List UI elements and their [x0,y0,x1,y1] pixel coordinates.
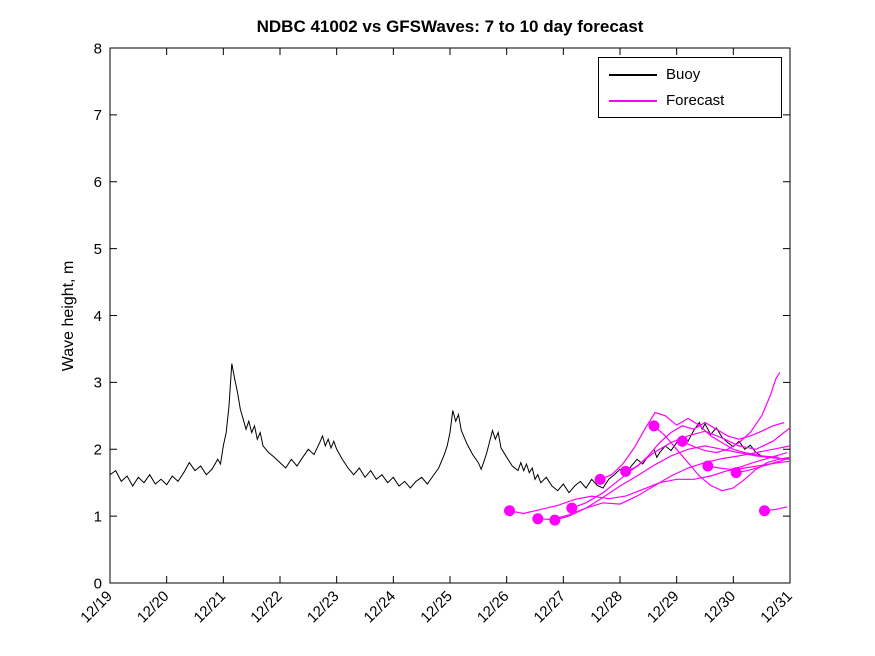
forecast-start-marker [594,473,606,485]
buoy-series-line [110,363,762,494]
forecast-run-line [653,425,790,492]
forecast-line-swatch [609,99,657,102]
chart-title: NDBC 41002 vs GFSWaves: 7 to 10 day fore… [257,17,644,36]
data-series [110,363,790,526]
x-tick-label: 12/22 [247,588,286,627]
y-tick-label: 7 [94,107,102,124]
forecast-start-marker [676,435,688,447]
forecast-run-line [509,460,790,515]
x-tick-label: 12/29 [644,588,683,627]
axis-ticks: 0 1 2 3 4 5 6 7 8 12/19 12/20 12/21 12/22 12/23 12/24 1… [77,40,796,626]
legend-entry-forecast: Forecast [609,91,771,110]
forecast-start-marker [532,513,544,525]
forecast-start-marker [566,502,578,514]
y-tick-label: 1 [94,508,102,525]
forecast-start-marker [549,514,561,526]
forecast-run-line [682,371,781,454]
forecast-run-line [625,421,785,472]
forecast-start-marker [504,505,515,517]
forecast-run-line [736,457,790,474]
x-tick-label: 12/20 [134,588,173,627]
y-tick-label: 0 [94,575,102,592]
forecast-start-marker [730,467,742,479]
x-tick-label: 12/23 [304,588,343,627]
legend-label-buoy: Buoy [666,66,701,83]
forecast-run-line [599,411,779,480]
forecast-run-line [707,452,788,470]
x-tick-label: 12/19 [77,588,116,627]
x-tick-label: 12/25 [417,588,456,627]
legend-label-forecast: Forecast [666,92,725,109]
y-tick-label: 2 [94,442,102,459]
y-tick-label: 3 [94,375,102,392]
plot-area [109,47,791,584]
x-tick-label: 12/27 [531,588,570,627]
x-tick-label: 12/21 [191,588,230,627]
legend-box: Buoy Forecast [598,57,782,118]
x-tick-label: 12/26 [474,588,513,627]
y-tick-label: 6 [94,174,102,191]
x-tick-label: 12/24 [361,588,400,627]
y-tick-label: 5 [94,241,102,258]
forecast-start-marker [759,505,770,517]
forecast-start-marker [648,420,660,432]
x-tick-label: 12/31 [757,588,796,627]
y-tick-label: 4 [94,308,102,325]
x-tick-label: 12/28 [587,588,626,627]
forecast-start-marker [702,460,714,472]
buoy-line-swatch [609,73,657,76]
y-tick-label: 8 [94,40,102,57]
forecast-run-line [554,445,790,521]
forecast-start-marker [620,465,632,477]
legend-entry-buoy: Buoy [609,65,771,84]
y-axis-label: Wave height, m [60,261,77,372]
x-tick-label: 12/30 [701,588,740,627]
